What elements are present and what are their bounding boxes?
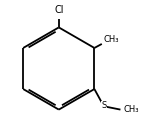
Text: CH₃: CH₃ — [103, 35, 119, 44]
Text: S: S — [101, 101, 107, 110]
Text: Cl: Cl — [54, 5, 64, 15]
Text: CH₃: CH₃ — [123, 105, 139, 114]
